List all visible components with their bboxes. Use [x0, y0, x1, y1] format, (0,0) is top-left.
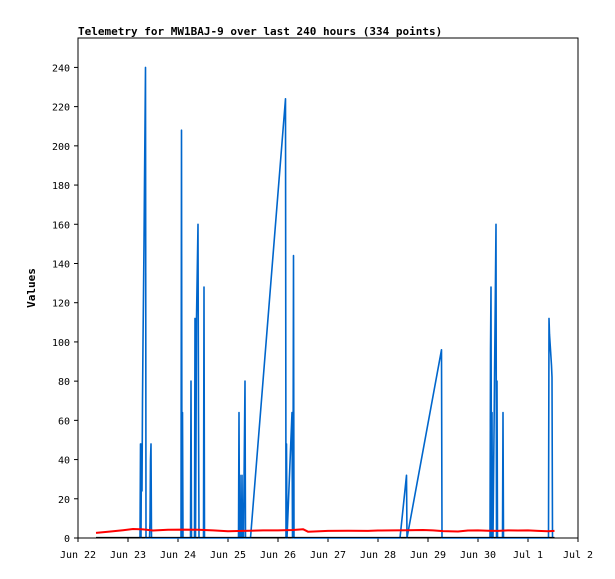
- x-tick-label: Jun 30: [460, 550, 496, 561]
- y-tick-label: 180: [52, 181, 70, 192]
- x-tick-label: Jun 28: [360, 550, 396, 561]
- x-tick-label: Jun 27: [310, 550, 346, 561]
- y-tick-label: 200: [52, 142, 70, 153]
- y-tick-label: 220: [52, 103, 70, 114]
- y-tick-label: 80: [58, 377, 70, 388]
- y-tick-label: 160: [52, 220, 70, 231]
- y-axis: 0 20 40 60 80 100 120 140 160 180 200 220 240: [52, 63, 78, 545]
- chart-title: Telemetry for MW1BAJ-9 over last 240 hou…: [78, 25, 442, 38]
- y-tick-label: 120: [52, 299, 70, 310]
- y-tick-label: 20: [58, 495, 70, 506]
- x-tick-label: Jun 22: [60, 550, 96, 561]
- x-tick-label: Jun 26: [260, 550, 296, 561]
- y-axis-label: Values: [25, 268, 38, 308]
- x-tick-label: Jul 2: [563, 550, 593, 561]
- x-tick-label: Jun 23: [110, 550, 146, 561]
- y-tick-label: 0: [64, 534, 70, 545]
- y-tick-label: 140: [52, 259, 70, 270]
- y-tick-label: 100: [52, 338, 70, 349]
- series-line-1: [139, 66, 554, 539]
- series-layer: [95, 66, 555, 539]
- y-tick-label: 240: [52, 63, 70, 74]
- x-tick-label: Jun 24: [160, 550, 196, 561]
- x-tick-label: Jun 25: [210, 550, 246, 561]
- y-tick-label: 60: [58, 416, 70, 427]
- series-line-2: [95, 528, 555, 534]
- x-tick-label: Jun 29: [410, 550, 446, 561]
- y-tick-label: 40: [58, 456, 70, 467]
- x-tick-label: Jul 1: [513, 550, 543, 561]
